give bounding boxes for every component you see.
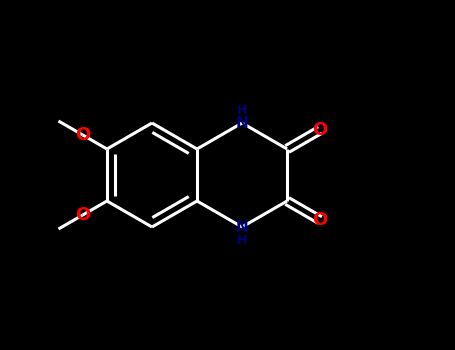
Text: O: O: [313, 211, 328, 229]
Text: N: N: [236, 116, 248, 131]
Text: O: O: [75, 206, 91, 224]
Text: O: O: [75, 126, 91, 144]
Text: H: H: [237, 104, 247, 117]
Text: N: N: [236, 219, 248, 234]
Text: O: O: [313, 121, 328, 139]
Text: H: H: [237, 233, 247, 246]
